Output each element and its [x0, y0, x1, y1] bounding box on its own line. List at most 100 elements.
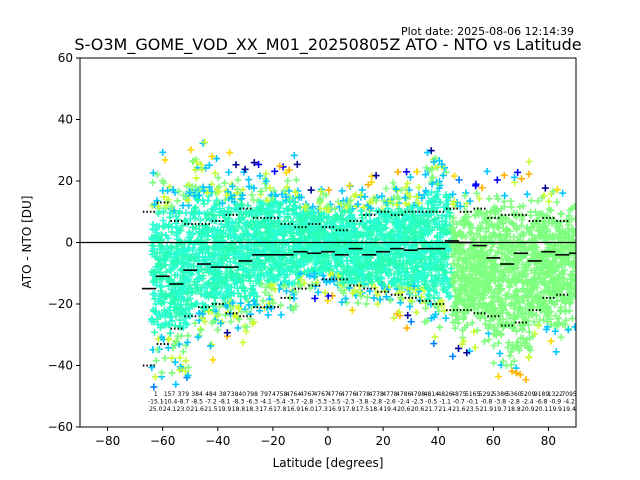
- scatter-point-700: [188, 301, 196, 309]
- scatter-point-1117: [229, 246, 237, 254]
- scatter-point-394: [164, 249, 172, 257]
- bin-stat-7-line-2: 18.3: [246, 406, 260, 413]
- bin-stat-30-line-0: 7095: [561, 391, 576, 398]
- bin-stat-4-line-2: 21.5: [204, 406, 218, 413]
- scatter-point-695: [209, 302, 217, 310]
- y-tick-label-5: 40: [58, 113, 73, 127]
- scatter-point-689: [201, 231, 209, 239]
- scatter-point-159: [176, 354, 184, 362]
- scatter-point-377: [168, 317, 176, 325]
- bin-stat-17-line-2: 19.4: [383, 406, 397, 413]
- scatter-point-304: [182, 368, 190, 376]
- bin-stat-2-line-1: -8.7: [177, 399, 189, 406]
- scatter-point-691: [204, 189, 212, 197]
- scatter-point-307: [177, 363, 185, 371]
- scatter-point-365: [176, 316, 184, 324]
- scatter-point-1123: [229, 219, 237, 227]
- scatter-points: [148, 138, 576, 391]
- scatter-point-344: [152, 309, 160, 317]
- scatter-point-631: [208, 319, 216, 327]
- scatter-point-797: [241, 165, 249, 173]
- scatter-point-498: [195, 332, 203, 340]
- scatter-point-963: [218, 199, 226, 207]
- scatter-point-359: [184, 196, 192, 204]
- x-tick-label-1: −60: [150, 434, 175, 448]
- scatter-point-1074: [252, 231, 260, 239]
- scatter-point-389: [158, 283, 166, 291]
- scatter-point-575: [189, 223, 197, 231]
- scatter-point-137: [149, 179, 157, 187]
- scatter-point-259: [182, 273, 190, 281]
- scatter-point-647: [197, 326, 205, 334]
- y-axis-label: ATO - NTO [DU]: [20, 196, 34, 289]
- scatter-point-321: [173, 224, 181, 232]
- scatter-point-1060: [222, 301, 230, 309]
- scatter-point-547: [187, 237, 195, 245]
- bin-stat-7-line-0: 798: [246, 391, 258, 398]
- bin-stat-16-line-2: 18.4: [370, 406, 384, 413]
- scatter-point-1097: [235, 274, 243, 282]
- bin-stat-12-line-1: -3.3: [315, 399, 327, 406]
- scatter-point-614: [208, 341, 216, 349]
- scatter-point-671: [187, 252, 195, 260]
- scatter-point-1249: [256, 172, 264, 180]
- scatter-point-716: [209, 290, 217, 298]
- scatter-point-370: [164, 335, 172, 343]
- bin-stat-8-line-1: -4.1: [260, 399, 272, 406]
- scatter-point-675: [194, 276, 202, 284]
- scatter-point-713: [187, 146, 195, 154]
- scatter-point-277: [166, 329, 174, 337]
- scatter-point-685: [188, 182, 196, 190]
- scatter-point-1066: [241, 219, 249, 227]
- scatter-point-206: [182, 250, 190, 258]
- scatter-point-1142: [228, 239, 236, 247]
- bin-stat-0-line-0: 1: [154, 391, 158, 398]
- scatter-point-387: [169, 298, 177, 306]
- bin-stat-4-line-0: 484: [205, 391, 217, 398]
- scatter-point-48: [159, 177, 167, 185]
- bin-statistics: 1-15.125.0157-10.424.1379-8.723.0384-8.5…: [148, 391, 577, 413]
- scatter-point-776: [218, 318, 226, 326]
- scatter-point-1242: [270, 187, 278, 195]
- bin-stat-5-line-2: 19.9: [218, 406, 232, 413]
- scatter-point-424: [205, 161, 213, 169]
- scatter-point-468: [186, 215, 194, 223]
- scatter-point-594: [204, 245, 212, 253]
- scatter-point-644: [208, 227, 216, 235]
- scatter-point-1128: [238, 191, 246, 199]
- scatter-point-1151: [223, 329, 231, 337]
- scatter-point-174: [171, 358, 179, 366]
- scatter-point-331: [184, 364, 192, 372]
- scatter-point-415: [167, 299, 175, 307]
- scatter-point-337: [169, 186, 177, 194]
- x-tick-label-2: −40: [205, 434, 230, 448]
- scatter-point-400: [168, 354, 176, 362]
- scatter-point-1150: [221, 179, 229, 187]
- scatter-point-416: [168, 369, 176, 377]
- scatter-point-339: [167, 291, 175, 299]
- bin-stat-10-line-2: 16.9: [287, 406, 301, 413]
- scatter-point-399: [161, 321, 169, 329]
- scatter-point-961: [237, 299, 245, 307]
- scatter-point-319: [159, 271, 167, 279]
- x-tick-label-0: −80: [95, 434, 120, 448]
- scatter-point-392: [180, 307, 188, 315]
- scatter-point-261: [162, 201, 170, 209]
- scatter-point-1126: [216, 211, 224, 219]
- scatter-point-402: [152, 235, 160, 243]
- bin-stat-16-line-1: -2.8: [370, 399, 382, 406]
- bin-stat-6-line-2: 18.8: [232, 406, 246, 413]
- scatter-point-952: [227, 318, 235, 326]
- scatter-point-1113: [218, 279, 226, 287]
- bin-stat-13-line-2: 16.9: [328, 406, 342, 413]
- scatter-point-332: [176, 366, 184, 374]
- bin-stat-7-line-1: -6.3: [246, 399, 258, 406]
- scatter-point-1053: [239, 213, 247, 221]
- scatter-point-1169: [229, 270, 237, 278]
- scatter-point-279: [165, 220, 173, 228]
- scatter-point-1102: [231, 280, 239, 288]
- bin-stat-23-line-1: -0.1: [467, 399, 479, 406]
- x-tick-label-5: 20: [375, 434, 390, 448]
- scatter-point-429: [196, 216, 204, 224]
- scatter-point-1104: [216, 289, 224, 297]
